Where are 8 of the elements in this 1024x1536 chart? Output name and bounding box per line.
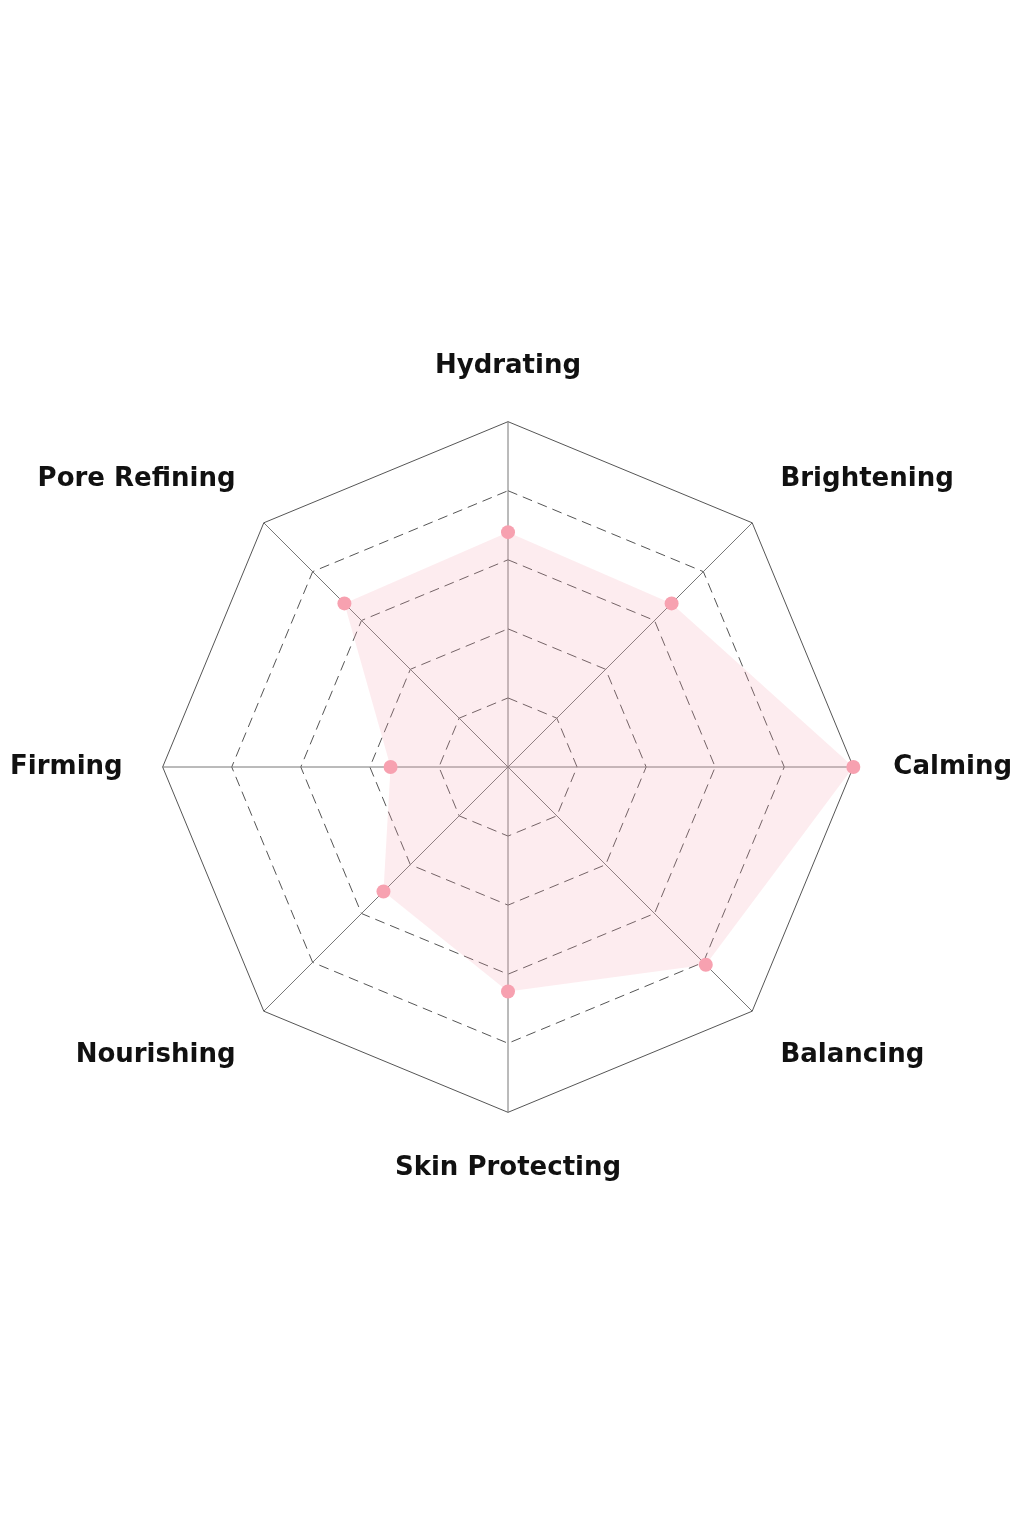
spoke-label: Hydrating	[434, 348, 582, 379]
spoke-label: Pore Refining	[37, 461, 236, 492]
spoke-label: Calming	[893, 749, 1013, 780]
spoke-label: Nourishing	[75, 1037, 236, 1068]
spoke-label: Skin Protecting	[394, 1150, 622, 1181]
spoke-label: Brightening	[780, 461, 954, 492]
spoke-label: Balancing	[780, 1037, 925, 1068]
spoke-label: Firming	[10, 749, 123, 780]
